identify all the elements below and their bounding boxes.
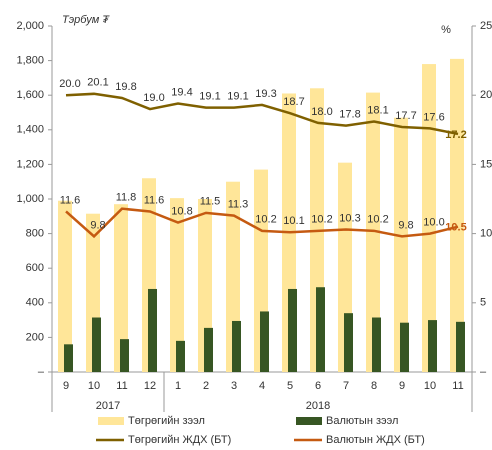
bar <box>64 344 73 372</box>
bar <box>372 317 381 372</box>
x-tick-label: 9 <box>63 380 69 392</box>
data-label: 19.0 <box>143 92 164 104</box>
data-label: 20.1 <box>87 77 108 89</box>
bar <box>204 327 213 372</box>
data-label: 18.0 <box>311 106 332 118</box>
data-label: 11.8 <box>116 192 137 204</box>
y2-tick-label: – <box>480 366 487 378</box>
y2-tick-label: 10 <box>480 228 492 240</box>
y-tick-label: 200 <box>26 331 44 343</box>
x-tick-label: 10 <box>88 380 100 392</box>
bar <box>316 287 325 372</box>
data-label: 11.6 <box>144 194 165 206</box>
bar <box>428 320 437 372</box>
data-label: 10.3 <box>339 212 360 224</box>
data-label: 10.5 <box>445 222 466 234</box>
bar <box>92 317 101 372</box>
y-tick-label: 1,600 <box>16 89 44 101</box>
x-tick-label: 9 <box>399 380 405 392</box>
data-label: 9.8 <box>90 219 105 231</box>
data-label: 10.0 <box>423 217 444 229</box>
x-tick-label: 8 <box>371 380 377 392</box>
data-label: 17.8 <box>339 109 360 121</box>
bar <box>422 64 436 372</box>
legend-label: Валютын ЖДХ (БТ) <box>326 434 425 446</box>
y2-tick-label: 5 <box>480 297 486 309</box>
x-tick-label: 4 <box>259 380 265 392</box>
y-axis-title: Тэрбум ₮ <box>62 14 110 26</box>
data-label: 20.0 <box>59 78 80 90</box>
y-tick-label: – <box>38 366 45 378</box>
legend-label: Төгрөгийн ЖДХ (БТ) <box>128 434 231 446</box>
y-tick-label: 1,400 <box>16 124 44 136</box>
data-label: 19.8 <box>115 81 136 93</box>
bar <box>288 288 297 372</box>
legend-swatch <box>98 417 124 425</box>
bar <box>170 198 184 372</box>
legend-swatch <box>296 417 322 425</box>
bar <box>400 322 409 372</box>
legend-label: Валютын зээл <box>326 415 398 427</box>
y-tick-label: 1,000 <box>16 193 44 205</box>
data-label: 19.1 <box>199 91 220 103</box>
bar <box>450 58 464 373</box>
bar <box>114 204 128 372</box>
legend-label: Төгрөгийн зээл <box>128 415 205 427</box>
y-tick-label: 1,200 <box>16 158 44 170</box>
y2-tick-label: 15 <box>480 158 492 170</box>
data-label: 9.8 <box>398 219 413 231</box>
y-tick-label: 2,000 <box>16 20 44 32</box>
x-tick-label: 2 <box>203 380 209 392</box>
x-tick-label: 7 <box>343 380 349 392</box>
data-label: 11.5 <box>200 196 221 208</box>
data-label: 10.2 <box>367 214 388 226</box>
data-label: 11.6 <box>60 194 81 206</box>
bar <box>148 288 157 372</box>
group-label: 2017 <box>96 400 120 412</box>
x-tick-label: 1 <box>175 380 181 392</box>
y2-tick-label: 25 <box>480 20 492 32</box>
y-tick-label: 800 <box>26 228 44 240</box>
data-label: 19.4 <box>171 86 192 98</box>
data-label: 18.1 <box>367 104 388 116</box>
data-label: 19.1 <box>227 91 248 103</box>
data-label: 17.6 <box>423 111 444 123</box>
bar <box>456 321 465 372</box>
data-label: 18.7 <box>283 96 304 108</box>
bar <box>120 339 129 372</box>
y-tick-label: 400 <box>26 297 44 309</box>
y-tick-label: 600 <box>26 262 44 274</box>
data-label: 17.2 <box>445 129 466 141</box>
x-tick-label: 3 <box>231 380 237 392</box>
data-label: 10.8 <box>171 205 192 217</box>
line <box>65 207 459 239</box>
y-tick-label: 1,800 <box>16 55 44 67</box>
x-tick-label: 10 <box>424 380 436 392</box>
x-tick-label: 12 <box>144 380 156 392</box>
data-label: 19.3 <box>255 88 276 100</box>
bar <box>260 311 269 372</box>
group-label: 2018 <box>306 400 330 412</box>
bar <box>58 200 72 372</box>
data-label: 10.1 <box>283 215 304 227</box>
bar <box>366 92 380 372</box>
y2-tick-label: 20 <box>480 89 492 101</box>
bar <box>176 340 185 372</box>
x-tick-label: 11 <box>116 380 127 392</box>
bar <box>232 320 241 372</box>
x-tick-label: 11 <box>452 380 463 392</box>
data-label: 10.2 <box>255 214 276 226</box>
x-tick-label: 6 <box>315 380 321 392</box>
bar <box>344 313 353 372</box>
y2-axis-title: % <box>441 24 451 36</box>
data-label: 11.3 <box>228 199 249 211</box>
line <box>65 92 459 136</box>
x-tick-label: 5 <box>287 380 293 392</box>
data-label: 10.2 <box>311 214 332 226</box>
data-label: 17.7 <box>395 110 416 122</box>
bar <box>394 117 408 372</box>
